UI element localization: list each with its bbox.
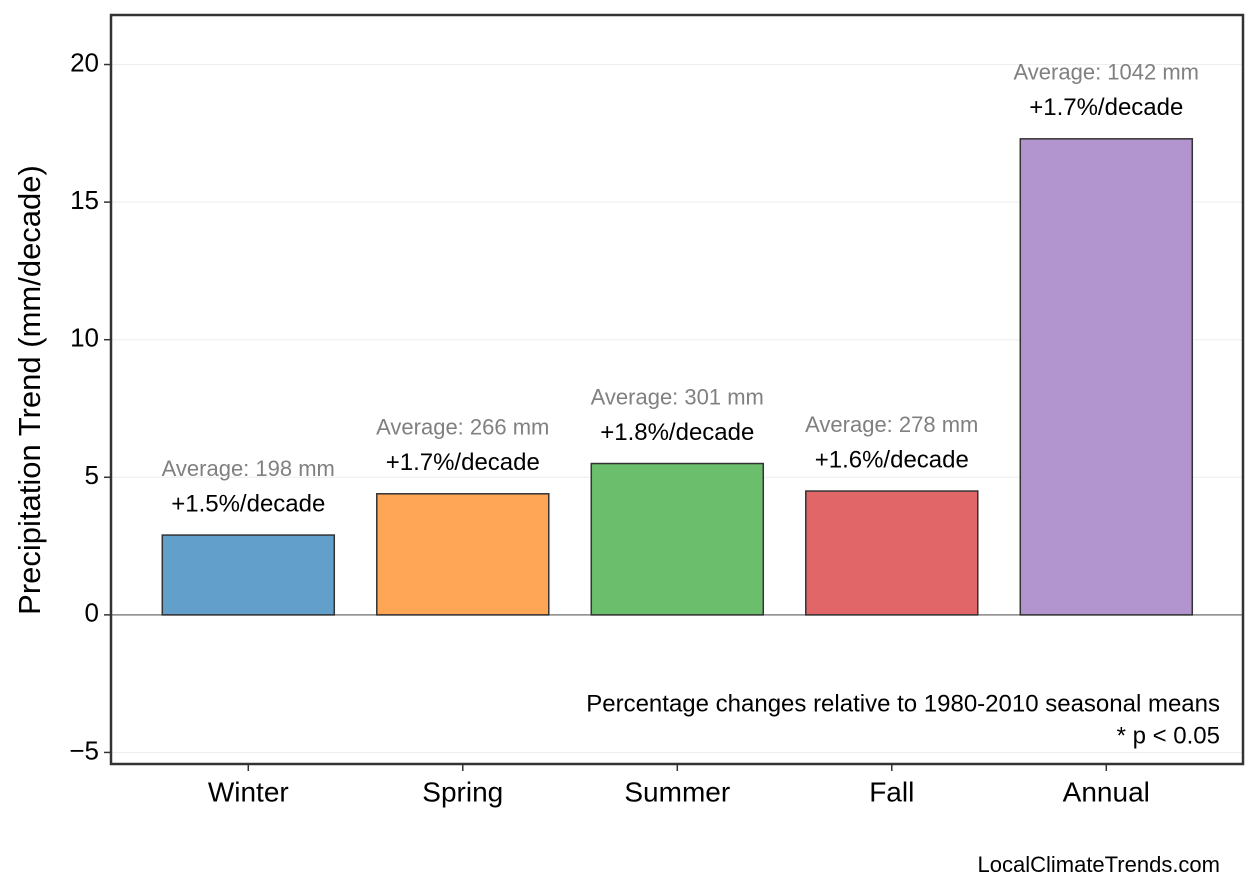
y-tick-label: 10 <box>70 323 99 353</box>
average-label: Average: 278 mm <box>805 412 978 437</box>
percent-label: +1.8%/decade <box>600 419 754 446</box>
bar <box>376 493 550 616</box>
average-label: Average: 266 mm <box>376 415 549 440</box>
bar <box>1019 138 1194 616</box>
percent-label: +1.7%/decade <box>386 449 540 476</box>
footer: LocalClimateTrends.com <box>978 852 1221 877</box>
bar <box>805 490 979 616</box>
x-tick-label: Fall <box>869 776 914 807</box>
plot-frame <box>109 13 1245 766</box>
y-tick-label: −5 <box>69 735 99 765</box>
x-tick-label: Winter <box>208 776 289 807</box>
y-tick-label: 5 <box>85 460 99 490</box>
annotation: Percentage changes relative to 1980-2010… <box>586 690 1220 717</box>
average-label: Average: 1042 mm <box>1014 60 1199 85</box>
y-tick-label: 0 <box>85 598 99 628</box>
x-tick-label: Annual <box>1063 776 1150 807</box>
bar <box>161 534 336 616</box>
x-tick-label: Spring <box>422 776 503 807</box>
bar <box>590 462 765 616</box>
average-label: Average: 301 mm <box>591 384 764 409</box>
average-label: Average: 198 mm <box>162 456 335 481</box>
y-tick-label: 20 <box>70 47 99 77</box>
percent-label: +1.7%/decade <box>1029 94 1183 121</box>
y-axis-label: Precipitation Trend (mm/decade) <box>12 165 47 615</box>
percent-label: +1.5%/decade <box>171 490 325 517</box>
x-tick-label: Summer <box>624 776 730 807</box>
percent-label: +1.6%/decade <box>815 446 969 473</box>
annotation: * p < 0.05 <box>1117 722 1220 749</box>
y-tick-label: 15 <box>70 185 99 215</box>
